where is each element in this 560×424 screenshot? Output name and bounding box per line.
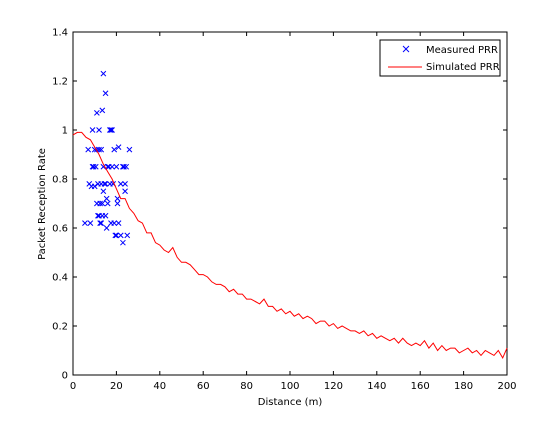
data-point-measured	[100, 70, 107, 77]
data-point-measured	[122, 181, 128, 187]
data-point-measured	[115, 144, 122, 151]
data-point-measured	[97, 200, 103, 207]
data-point-measured	[112, 232, 119, 239]
data-point-measured	[109, 127, 115, 133]
data-point-measured	[92, 163, 99, 170]
data-point-measured	[99, 200, 106, 207]
data-point-measured	[87, 220, 94, 226]
x-tick-label: 60	[197, 381, 210, 392]
y-tick-label: 1.4	[52, 28, 68, 39]
legend-label-measured: Measured PRR	[426, 45, 498, 56]
x-tick-label: 120	[324, 381, 343, 392]
x-tick-label: 80	[240, 381, 253, 392]
data-point-measured	[98, 146, 105, 153]
x-axis: 0 20 40 60 80 100 120 140 160 180 200	[70, 32, 517, 392]
data-point-measured	[102, 212, 109, 219]
series-layer	[72, 70, 508, 359]
data-point-measured	[91, 146, 98, 153]
data-point-measured	[90, 163, 97, 170]
data-point-measured	[117, 232, 124, 239]
data-point-measured	[115, 220, 122, 226]
data-point-measured	[97, 220, 103, 226]
data-point-measured	[101, 181, 108, 187]
data-point-measured	[114, 200, 121, 207]
data-point-measured	[122, 188, 128, 195]
data-point-measured	[113, 232, 120, 239]
data-point-measured	[111, 220, 118, 226]
data-point-measured	[95, 212, 101, 219]
data-point-measured	[109, 163, 115, 170]
x-tick-label: 160	[411, 381, 430, 392]
y-tick-label: 0	[62, 371, 68, 382]
data-point-measured	[111, 146, 118, 153]
x-tick-label: 140	[367, 381, 386, 392]
data-point-measured	[121, 163, 127, 170]
data-point-measured	[108, 127, 114, 133]
data-point-measured	[100, 188, 107, 195]
data-point-measured	[107, 127, 113, 133]
data-point-measured	[103, 195, 110, 202]
series-measured-prr	[82, 70, 133, 246]
y-tick-label: 0.2	[52, 322, 68, 333]
x-tick-label: 100	[280, 381, 299, 392]
data-point-measured	[113, 163, 120, 170]
data-point-measured	[124, 232, 131, 239]
data-point-measured	[114, 195, 121, 202]
y-axis: 0 0.2 0.4 0.6 0.8 1 1.2 1.4	[52, 28, 507, 382]
series-line-simulated-prr	[72, 131, 508, 359]
x-tick-label: 200	[497, 381, 516, 392]
data-point-measured	[91, 183, 98, 190]
x-tick-label: 180	[454, 381, 473, 392]
data-point-measured	[96, 127, 102, 133]
plot-area	[72, 31, 508, 376]
legend-box	[379, 39, 501, 77]
y-tick-label: 0.6	[52, 224, 68, 235]
y-tick-label: 1.2	[52, 77, 68, 88]
data-point-measured	[104, 200, 111, 207]
data-point-measured	[123, 163, 130, 170]
legend-label-simulated: Simulated PRR	[426, 62, 500, 73]
y-axis-label: Packet Reception Rate	[37, 148, 48, 260]
legend-marker-measured	[402, 45, 410, 53]
data-point-measured	[102, 90, 109, 97]
data-point-measured	[120, 239, 126, 246]
data-point-measured	[117, 181, 124, 187]
data-point-measured	[94, 109, 100, 116]
data-point-measured	[100, 163, 107, 170]
y-tick-label: 0.8	[52, 175, 68, 186]
data-point-measured	[103, 225, 110, 231]
data-point-measured	[126, 146, 133, 153]
x-tick-label: 40	[153, 381, 166, 392]
x-tick-label: 20	[110, 381, 123, 392]
y-tick-label: 1	[62, 126, 68, 137]
x-tick-label: 0	[70, 381, 76, 392]
data-point-measured	[89, 127, 96, 133]
data-point-measured	[99, 107, 106, 114]
data-point-measured	[85, 146, 92, 153]
legend: Measured PRR Simulated PRR	[379, 39, 501, 77]
data-point-measured	[82, 220, 88, 226]
data-point-measured	[102, 181, 109, 187]
x-axis-label: Distance (m)	[258, 397, 323, 408]
data-point-measured	[98, 220, 105, 226]
y-tick-label: 0.4	[52, 273, 68, 284]
